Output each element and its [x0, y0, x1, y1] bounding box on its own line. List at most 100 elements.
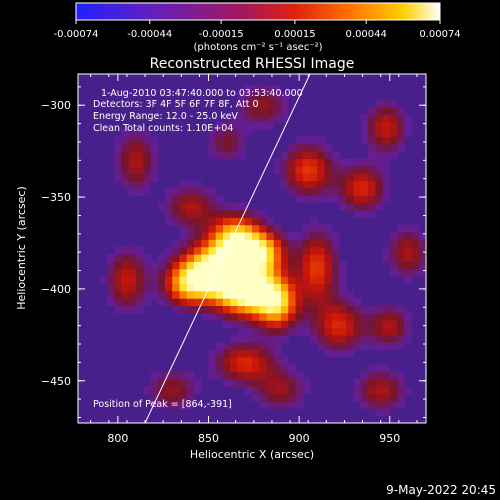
heatmap-cell [237, 209, 246, 218]
heatmap-cell [223, 298, 231, 307]
heatmap-cell [121, 254, 130, 262]
heatmap-cell [368, 165, 376, 174]
heatmap-cell [302, 320, 311, 329]
heatmap-cell [273, 349, 282, 358]
heatmap-cell [288, 378, 297, 387]
heatmap-cell [114, 283, 123, 292]
heatmap-cell [179, 202, 188, 211]
colorbar-tick-label: -0.00074 [54, 29, 99, 40]
heatmap-cell [331, 334, 340, 343]
heatmap-cell [244, 231, 253, 240]
heatmap-cell [302, 386, 311, 395]
heatmap-cell [259, 217, 268, 226]
heatmap-cell [389, 378, 398, 387]
heatmap-cell [244, 129, 253, 138]
heatmap-cell [317, 143, 326, 152]
heatmap-cell [259, 261, 268, 270]
heatmap-cell [99, 276, 108, 284]
heatmap-cell [397, 254, 405, 262]
heatmap-cell [281, 371, 289, 380]
heatmap-cell [186, 180, 195, 189]
heatmap-cell [368, 386, 376, 395]
heatmap-cell [339, 165, 347, 174]
heatmap-cell [302, 180, 311, 189]
heatmap-cell [353, 386, 362, 395]
heatmap-cell [324, 349, 333, 358]
heatmap-cell [281, 356, 289, 365]
heatmap-cell [295, 320, 304, 329]
heatmap-cell [375, 320, 384, 329]
heatmap-cell [143, 129, 152, 138]
heatmap-cell [223, 202, 231, 211]
y-tick-label: −300 [41, 99, 71, 112]
heatmap-cell [230, 217, 239, 226]
heatmap-cell [353, 305, 362, 314]
heatmap-cell [172, 202, 181, 211]
heatmap-cell [389, 231, 398, 240]
heatmap-cell [165, 202, 173, 211]
heatmap-cell [375, 187, 384, 196]
heatmap-cell [252, 217, 260, 226]
heatmap-cell [223, 290, 231, 299]
heatmap-cell [389, 107, 398, 116]
heatmap-cell [266, 371, 275, 380]
heatmap-cell [324, 239, 333, 248]
heatmap-cell [360, 129, 369, 138]
heatmap-cell [208, 136, 217, 145]
heatmap-cell [397, 224, 405, 233]
heatmap-cell [259, 85, 268, 93]
heatmap-cell [375, 400, 384, 409]
heatmap-cell [179, 268, 188, 277]
heatmap-cell [136, 129, 144, 138]
y-tick-label: −450 [41, 375, 71, 388]
heatmap-cell [259, 400, 268, 409]
heatmap-cell [273, 312, 282, 321]
heatmap-cell [194, 254, 202, 262]
heatmap-cell [324, 231, 333, 240]
heatmap-cell [143, 173, 152, 182]
heatmap-cell [252, 276, 260, 284]
heatmap-cell [397, 107, 405, 116]
heatmap-cell [404, 121, 413, 130]
heatmap-cell [223, 121, 231, 130]
heatmap-cell [281, 261, 289, 270]
heatmap-cell [266, 327, 275, 336]
heatmap-cell [179, 290, 188, 299]
heatmap-cell [310, 173, 318, 182]
heatmap-cell [208, 261, 217, 270]
heatmap-cell [397, 305, 405, 314]
heatmap-cell [237, 136, 246, 145]
colorbar-units-label: (photons cm⁻² s⁻¹ asec⁻²) [193, 42, 322, 53]
heatmap-cell [353, 180, 362, 189]
heatmap-cell [288, 276, 297, 284]
heatmap-cell [186, 378, 195, 387]
heatmap-cell [375, 378, 384, 387]
heatmap-cell [223, 320, 231, 329]
heatmap-cell [259, 276, 268, 284]
heatmap-cell [244, 298, 253, 307]
heatmap-cell [165, 371, 173, 380]
heatmap-cell [121, 283, 130, 292]
heatmap-cell [317, 305, 326, 314]
heatmap-cell [186, 305, 195, 314]
heatmap-cell [353, 334, 362, 343]
heatmap-cell [230, 121, 239, 130]
heatmap-cell [244, 334, 253, 343]
heatmap-cell [295, 173, 304, 182]
heatmap-cell [331, 268, 340, 277]
heatmap-cell [288, 173, 297, 182]
heatmap-cell [230, 246, 239, 255]
heatmap-cell [230, 349, 239, 358]
heatmap-cell [324, 187, 333, 196]
heatmap-cell [389, 312, 398, 321]
heatmap-cell [353, 342, 362, 351]
heatmap-cell [230, 305, 239, 314]
heatmap-cell [302, 378, 311, 387]
heatmap-cell [179, 276, 188, 284]
heatmap-cell [194, 276, 202, 284]
heatmap-cell [339, 187, 347, 196]
heatmap-cell [375, 114, 384, 123]
heatmap-cell [223, 364, 231, 373]
heatmap-cell [208, 312, 217, 321]
heatmap-cell [121, 136, 130, 145]
